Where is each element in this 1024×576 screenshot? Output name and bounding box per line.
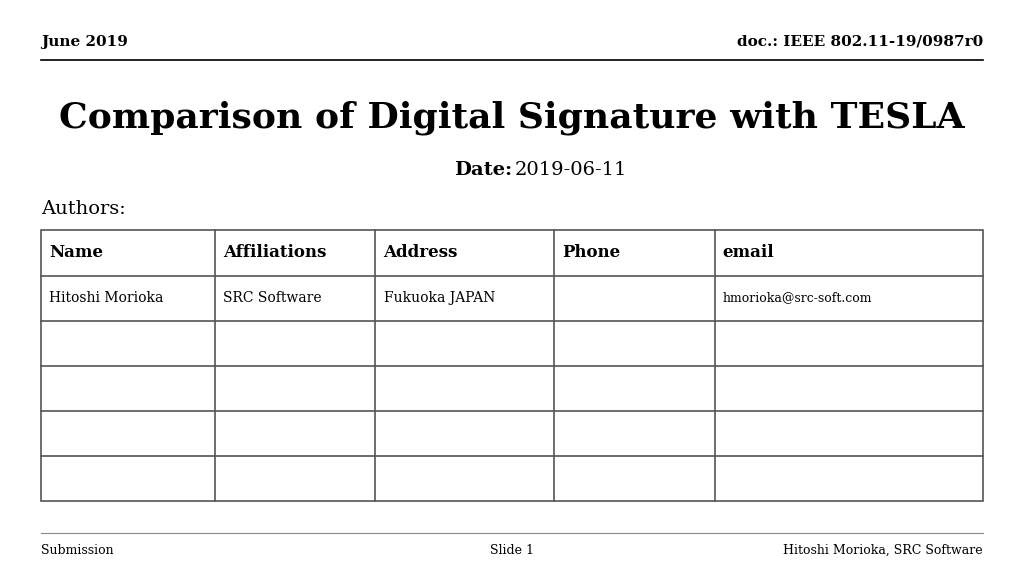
Text: SRC Software: SRC Software: [223, 291, 323, 305]
Text: 2019-06-11: 2019-06-11: [515, 161, 628, 179]
Text: Name: Name: [49, 244, 103, 262]
Text: Date:: Date:: [454, 161, 512, 179]
Text: Hitoshi Morioka, SRC Software: Hitoshi Morioka, SRC Software: [783, 544, 983, 556]
Text: Slide 1: Slide 1: [490, 544, 534, 556]
Text: June 2019: June 2019: [41, 35, 128, 49]
Text: email: email: [723, 244, 774, 262]
Text: Address: Address: [384, 244, 458, 262]
Text: Phone: Phone: [562, 244, 621, 262]
Text: Comparison of Digital Signature with TESLA: Comparison of Digital Signature with TES…: [59, 101, 965, 135]
Text: Hitoshi Morioka: Hitoshi Morioka: [49, 291, 164, 305]
Text: doc.: IEEE 802.11-19/0987r0: doc.: IEEE 802.11-19/0987r0: [737, 35, 983, 49]
Text: Submission: Submission: [41, 544, 114, 556]
Bar: [41, 230, 983, 501]
Text: hmorioka@src-soft.com: hmorioka@src-soft.com: [723, 291, 872, 305]
Text: Authors:: Authors:: [41, 199, 126, 218]
Text: Affiliations: Affiliations: [223, 244, 327, 262]
Text: Fukuoka JAPAN: Fukuoka JAPAN: [384, 291, 495, 305]
